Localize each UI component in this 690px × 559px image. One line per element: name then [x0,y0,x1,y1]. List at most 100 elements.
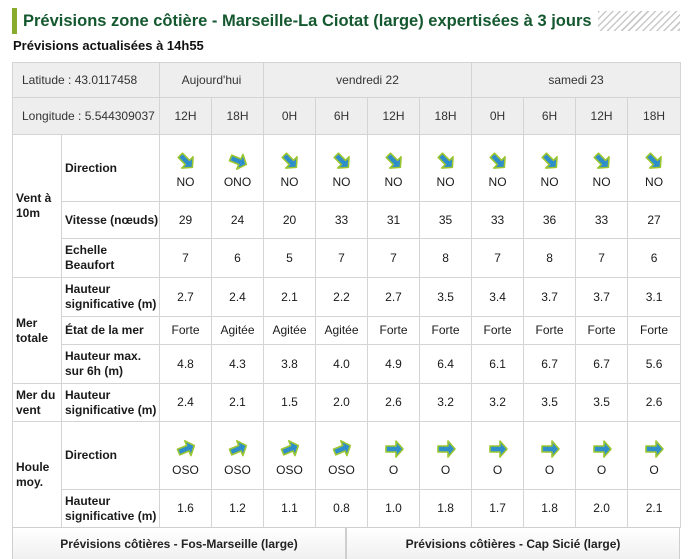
wind-sea-height-cell: 1.5 [263,383,317,422]
direction-value: NO [592,175,611,189]
swell-height-cell: 1.8 [419,489,473,528]
wind-sea-height-cell: 2.1 [210,383,265,422]
direction-value: OSO [172,462,199,477]
label-sea-height: Hauteur significative (m) [61,277,160,317]
sea-state-cell: Agitée [263,316,317,345]
direction-value: O [388,462,399,477]
wind-direction-cell: NO [471,134,525,202]
label-wind-speed: Vitesse (nœuds) [61,201,160,239]
swell-direction-cell: O [471,421,525,490]
sea-height-cell: 3.4 [471,277,525,317]
sea-state-cell: Forte [367,316,421,345]
footer-links: Prévisions côtières - Fos-Marseille (lar… [12,527,680,559]
sea-height-cell: 2.4 [210,277,265,317]
sea-state-cell: Forte [523,316,577,345]
direction-value: NO [645,175,664,189]
direction-value: NO [176,175,195,189]
sea-height-cell: 2.7 [367,277,421,317]
label-sea-state: État de la mer [61,316,160,345]
swell-height-cell: 1.2 [210,489,265,528]
longitude: Longitude : 5.544309037 [12,97,160,135]
swell-height-cell: 1.0 [367,489,421,528]
direction-value: OSO [276,462,303,477]
sea-state-cell: Agitée [210,316,265,345]
day-header-saturday: samedi 23 [471,62,682,98]
beaufort-cell: 7 [471,238,525,278]
wind-direction-arrow-icon [264,144,315,172]
sea-state-cell: Forte [159,316,212,345]
hour-header: 18H [627,97,682,135]
wind-direction-cell: NO [419,134,473,202]
wind-direction-cell: ONO [210,134,265,202]
wind-direction-cell: NO [315,134,369,202]
swell-direction-cell: O [367,421,421,490]
swell-direction-arrow-icon [524,432,575,460]
wind-speed-cell: 24 [210,201,265,239]
hour-header: 12H [159,97,212,135]
wind-direction-cell: NO [627,134,682,202]
forecast-table: Latitude : 43.0117458 Aujourd'hui vendre… [12,62,682,528]
beaufort-cell: 7 [315,238,369,278]
group-vent: Vent à 10m [12,134,62,278]
swell-direction-arrow-icon [420,432,471,460]
swell-direction-cell: OSO [315,421,369,490]
sea-state-cell: Forte [627,316,682,345]
label-swell-direction: Direction [61,421,160,490]
sea-state-cell: Forte [575,316,629,345]
swell-direction-arrow-icon [472,432,523,460]
label-wind-direction: Direction [61,134,160,202]
day-header-friday: vendredi 22 [263,62,473,98]
swell-direction-arrow-icon [576,432,627,460]
sea-height-cell: 2.2 [315,277,369,317]
swell-direction-cell: O [627,421,682,490]
latitude: Latitude : 43.0117458 [12,62,160,98]
direction-value: NO [488,175,507,189]
wind-direction-cell: NO [159,134,212,202]
wind-speed-cell: 33 [575,201,629,239]
swell-height-cell: 2.1 [627,489,682,528]
wind-sea-height-cell: 3.2 [471,383,525,422]
link-cap-sicie[interactable]: Prévisions côtières - Cap Sicié (large) [346,528,680,559]
sea-max-cell: 3.8 [263,344,317,384]
label-swell-height: Hauteur significative (m) [61,489,160,528]
wind-sea-height-cell: 2.4 [159,383,212,422]
wind-speed-cell: 29 [159,201,212,239]
link-fos-marseille[interactable]: Prévisions côtières - Fos-Marseille (lar… [12,528,346,559]
wind-direction-arrow-icon [316,144,367,172]
sea-state-cell: Forte [471,316,525,345]
wind-sea-height-cell: 2.6 [627,383,682,422]
swell-direction-arrow-icon [628,432,680,460]
direction-value: O [649,462,659,477]
wind-direction-arrow-icon [420,144,471,172]
beaufort-cell: 8 [523,238,577,278]
swell-height-cell: 1.8 [523,489,577,528]
hour-header: 12H [575,97,629,135]
swell-direction-arrow-icon [316,432,367,460]
wind-speed-cell: 20 [263,201,317,239]
beaufort-cell: 7 [575,238,629,278]
direction-value: OSO [224,462,251,477]
wind-sea-height-cell: 3.5 [523,383,577,422]
swell-direction-cell: O [575,421,629,490]
wind-direction-arrow-icon [368,144,419,172]
swell-direction-cell: OSO [210,421,265,490]
swell-direction-arrow-icon [160,432,211,460]
wind-direction-arrow-icon [212,144,263,172]
swell-direction-cell: OSO [263,421,317,490]
hour-header: 12H [367,97,421,135]
label-wind-sea-height: Hauteur significative (m) [61,383,160,422]
sea-max-cell: 4.8 [159,344,212,384]
group-houle: Houle moy. [12,421,62,528]
hour-header: 0H [471,97,525,135]
beaufort-cell: 8 [419,238,473,278]
sea-state-cell: Forte [419,316,473,345]
swell-height-cell: 1.1 [263,489,317,528]
update-time: Prévisions actualisées à 14h55 [13,38,204,53]
direction-value: NO [436,175,455,189]
wind-sea-height-cell: 3.5 [575,383,629,422]
beaufort-cell: 6 [627,238,682,278]
beaufort-cell: 5 [263,238,317,278]
direction-value: NO [384,175,403,189]
wind-direction-arrow-icon [576,144,627,172]
swell-height-cell: 1.6 [159,489,212,528]
